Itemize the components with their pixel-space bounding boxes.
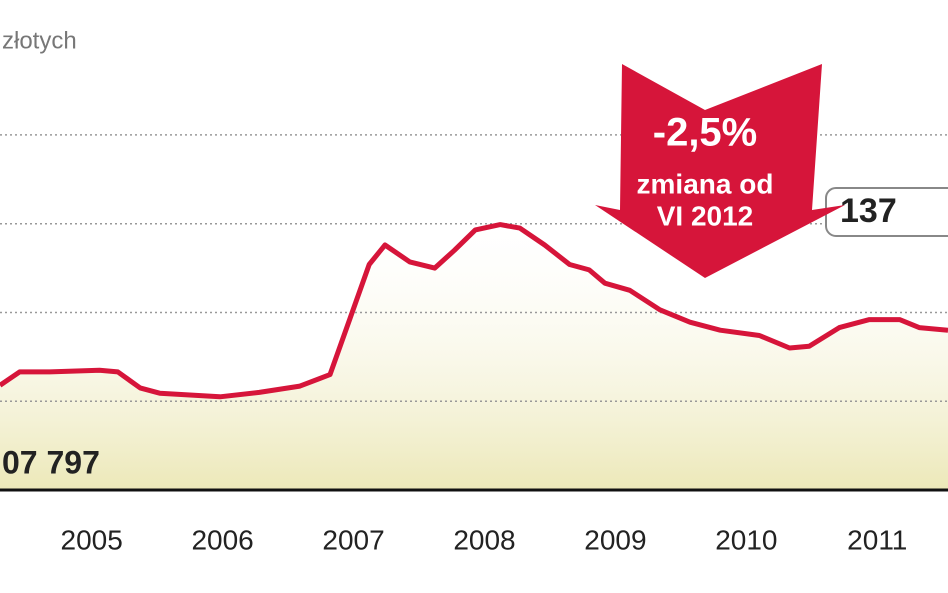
annotation-value: -2,5% <box>653 111 758 155</box>
axis-label: złotych <box>2 27 77 54</box>
end-callout: 137 <box>825 187 948 237</box>
area-fill <box>0 224 948 490</box>
x-tick-label: 2009 <box>584 524 646 555</box>
annotation-arrow <box>595 64 845 278</box>
x-tick-label: 2005 <box>61 524 123 555</box>
x-tick-label: 2006 <box>191 524 253 555</box>
annotation-line2: VI 2012 <box>657 200 754 231</box>
start-label: 07 797 <box>2 444 100 480</box>
x-tick-label: 2011 <box>847 524 907 555</box>
x-tick-label: 2008 <box>453 524 515 555</box>
data-line <box>0 222 948 400</box>
x-tick-label: 2010 <box>715 524 777 555</box>
annotation-line1: zmiana od <box>637 168 774 199</box>
x-tick-label: 2007 <box>322 524 384 555</box>
end-label: 137 <box>840 192 897 230</box>
